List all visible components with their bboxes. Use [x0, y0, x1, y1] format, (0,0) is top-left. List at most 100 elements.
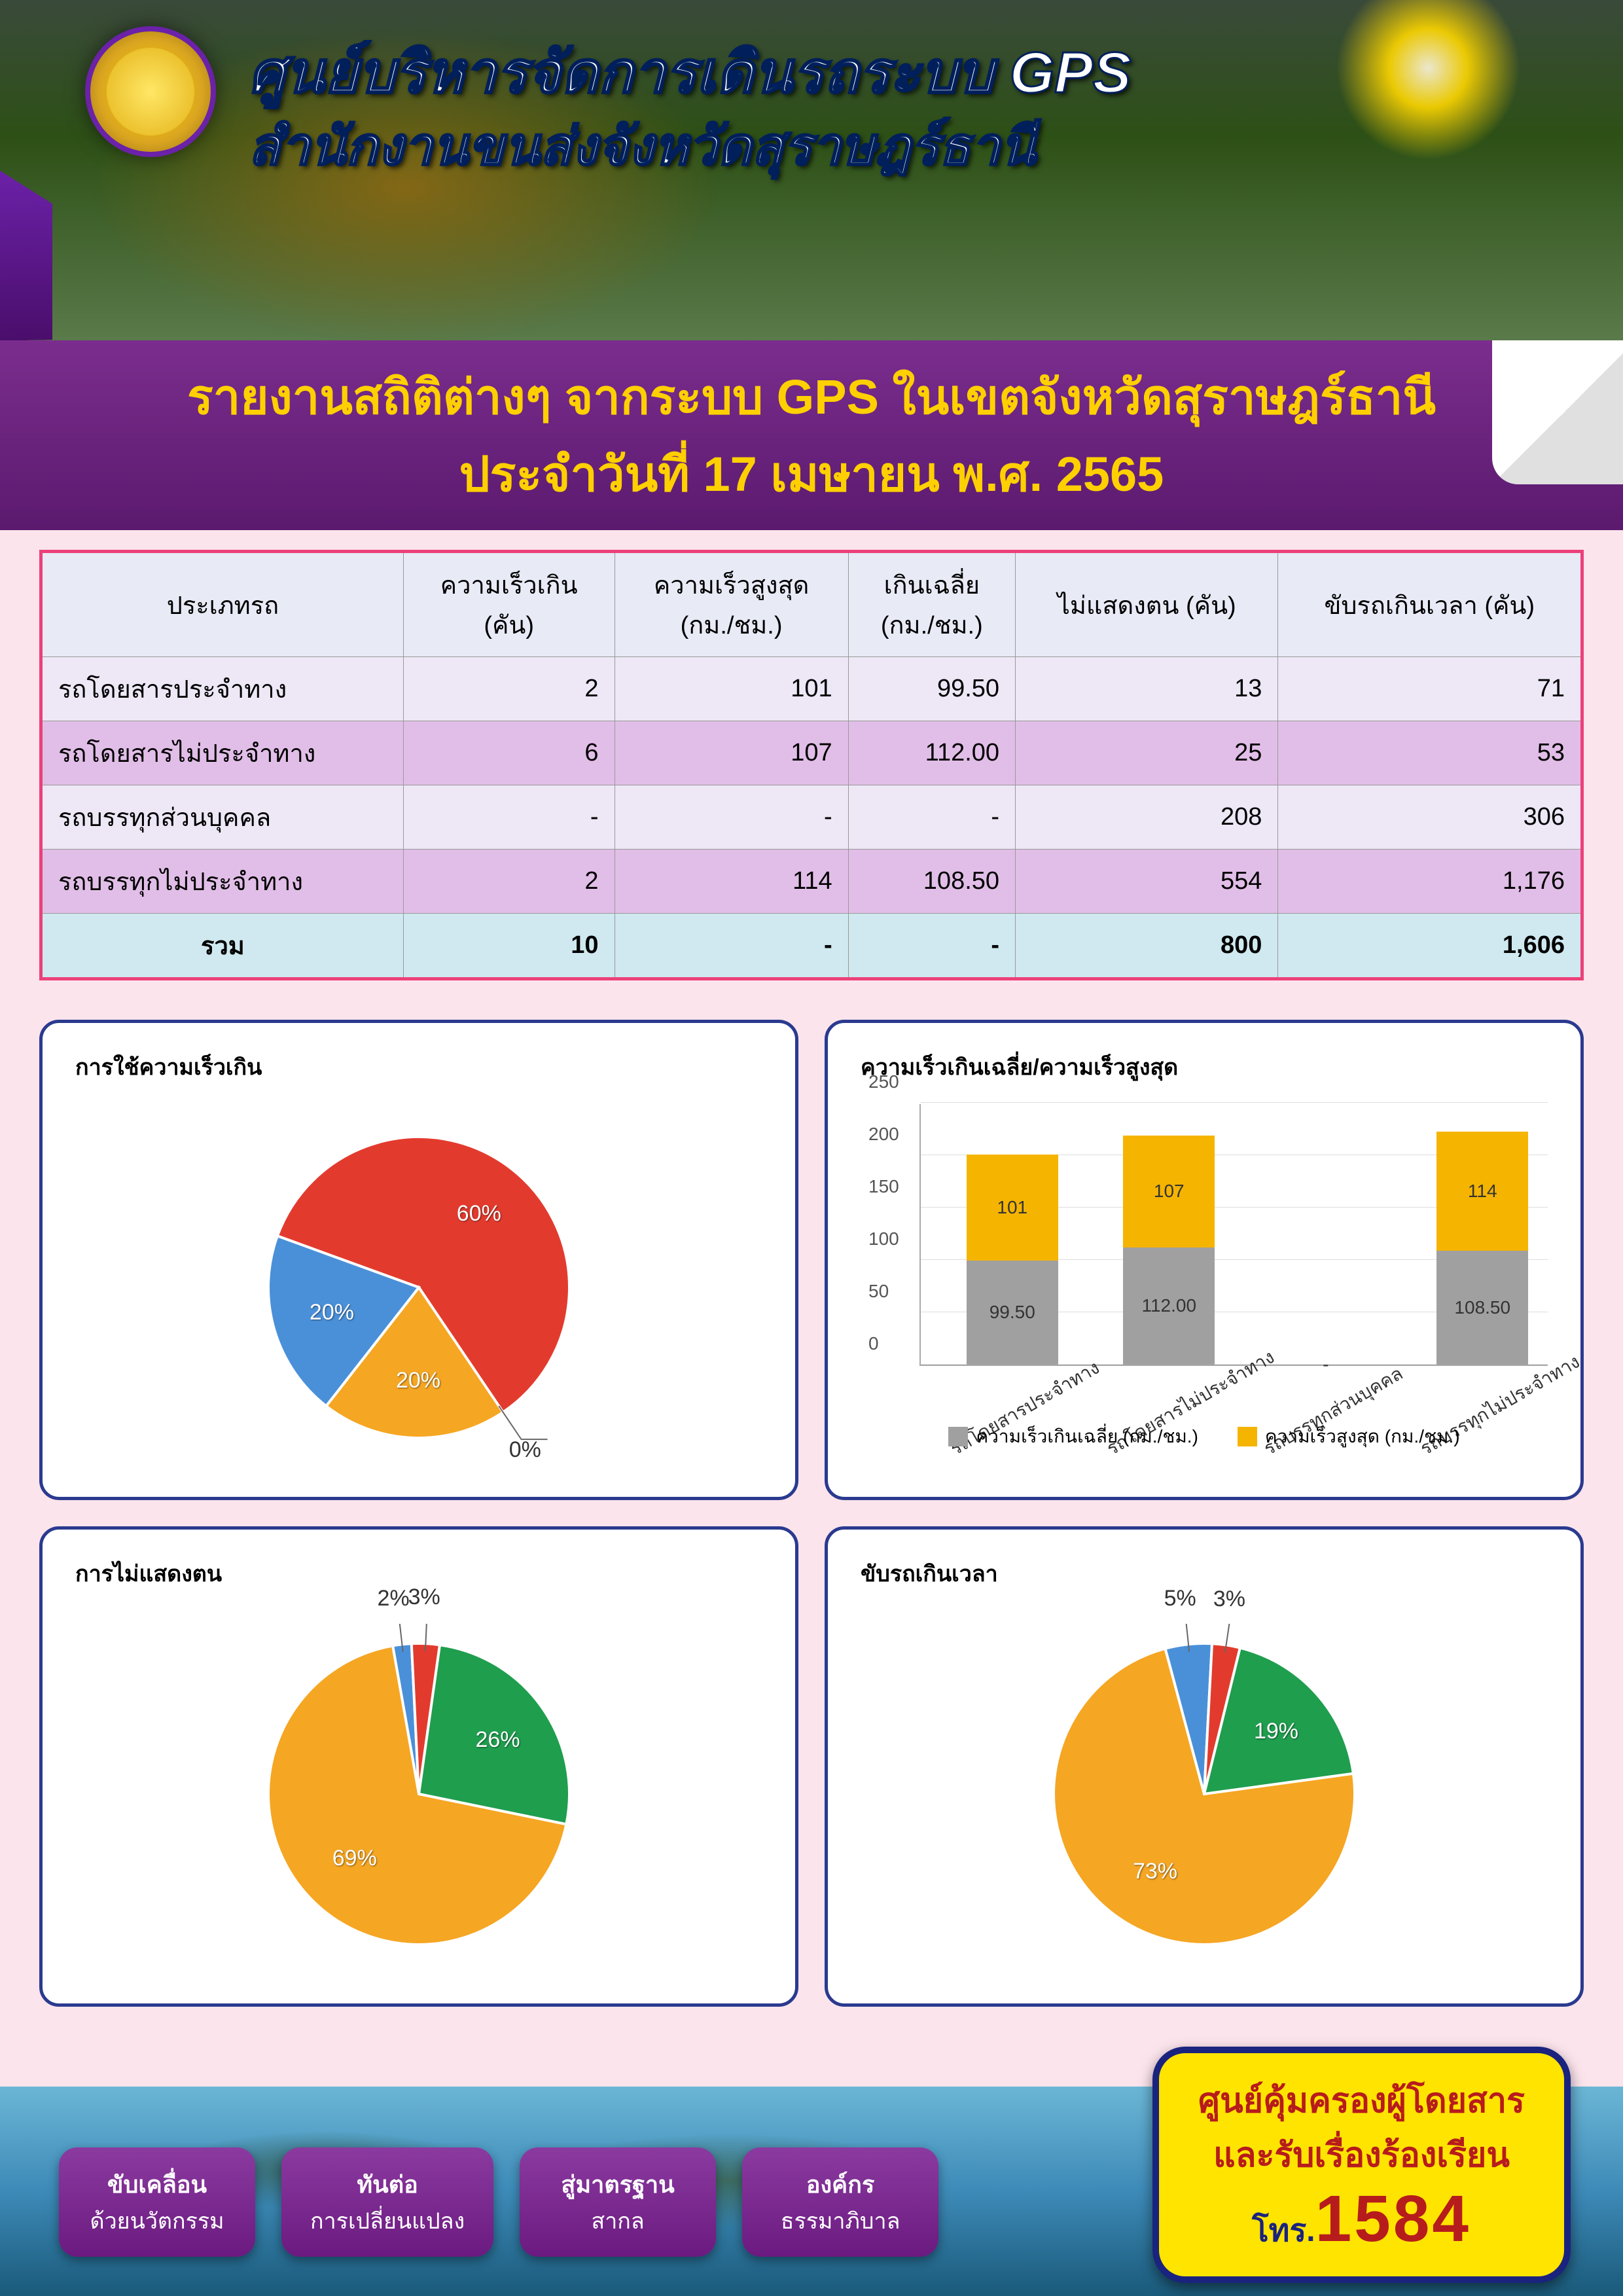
stats-table-wrap: ประเภทรถความเร็วเกิน(คัน)ความเร็วสูงสุด(…: [0, 530, 1623, 1000]
y-tick: 150: [868, 1176, 899, 1197]
table-cell: 208: [1016, 785, 1278, 850]
bar-segment: 114: [1436, 1132, 1528, 1251]
y-tick: 0: [868, 1333, 879, 1354]
table-header: ขับรถเกินเวลา (คัน): [1278, 552, 1582, 657]
chart-speed-bars: ความเร็วเกินเฉลี่ย/ความเร็วสูงสุด 0 50 100…: [825, 1020, 1584, 1500]
table-cell: 13: [1016, 657, 1278, 721]
bar-value-label: 114: [1436, 1181, 1528, 1202]
bar-segment: 112.00: [1123, 1247, 1215, 1365]
bar-value-label: 99.50: [967, 1302, 1058, 1323]
stats-table: ประเภทรถความเร็วเกิน(คัน)ความเร็วสูงสุด(…: [39, 550, 1584, 980]
pie-label: 19%: [1254, 1719, 1298, 1744]
table-cell: 112.00: [848, 721, 1015, 785]
table-header: ความเร็วสูงสุด(กม./ชม.): [615, 552, 848, 657]
table-cell: 554: [1016, 850, 1278, 914]
pill-top: ขับเคลื่อน: [88, 2166, 226, 2203]
hotline-call: โทร.1584: [1198, 2181, 1525, 2257]
pie-svg: [249, 1624, 589, 1964]
table-cell: รถบรรทุกส่วนบุคคล: [41, 785, 404, 850]
pie-label: 26%: [476, 1727, 520, 1753]
slogan-pill: ขับเคลื่อนด้วยนวัตกรรม: [59, 2147, 255, 2257]
legend-swatch: [948, 1427, 968, 1446]
legend-item: ความเร็วสูงสุด (กม./ชม.): [1238, 1422, 1460, 1451]
table-row: รถบรรทุกไม่ประจำทาง2114108.505541,176: [41, 850, 1582, 914]
bar-legend: ความเร็วเกินเฉลี่ย (กม./ชม.) ความเร็วสูงส…: [861, 1422, 1548, 1451]
table-cell: 2: [403, 657, 615, 721]
bar-value-label: -: [1280, 1354, 1372, 1375]
table-cell: 306: [1278, 785, 1582, 850]
table-cell: รถโดยสารประจำทาง: [41, 657, 404, 721]
table-cell: 53: [1278, 721, 1582, 785]
pie-label: 20%: [396, 1368, 440, 1393]
chart-title: การใช้ความเร็วเกิน: [75, 1049, 762, 1085]
legend-label: ความเร็วสูงสุด (กม./ชม.): [1265, 1422, 1460, 1451]
y-tick: 50: [868, 1281, 889, 1302]
table-cell: 114: [615, 850, 848, 914]
bar-segment: 99.50: [967, 1261, 1058, 1365]
bar-value-label: 107: [1123, 1181, 1215, 1202]
pie-label: 20%: [310, 1300, 354, 1325]
legend-swatch: [1238, 1427, 1257, 1446]
table-header: ความเร็วเกิน(คัน): [403, 552, 615, 657]
table-footer-cell: รวม: [41, 914, 404, 979]
table-cell: -: [403, 785, 615, 850]
table-cell: 108.50: [848, 850, 1015, 914]
pill-bot: สากล: [548, 2203, 687, 2238]
table-cell: 99.50: [848, 657, 1015, 721]
slogan-pills: ขับเคลื่อนด้วยนวัตกรรมทันต่อการเปลี่ยนแป…: [59, 2147, 938, 2257]
slogan-pill: สู่มาตรฐานสากล: [520, 2147, 716, 2257]
pie-label: 73%: [1133, 1859, 1177, 1884]
hotline-box: ศูนย์คุ้มครองผู้โดยสาร และรับเรื่องร้องเ…: [1152, 2047, 1571, 2283]
title-main: ศูนย์บริหารจัดการเดินรถระบบ GPS: [249, 26, 1132, 118]
table-header: ประเภทรถ: [41, 552, 404, 657]
table-footer-cell: 800: [1016, 914, 1278, 979]
pill-bot: การเปลี่ยนแปลง: [310, 2203, 465, 2238]
table-footer-cell: 10: [403, 914, 615, 979]
table-cell: 2: [403, 850, 615, 914]
pie-svg: [1034, 1624, 1374, 1964]
table-cell: 6: [403, 721, 615, 785]
table-cell: รถโดยสารไม่ประจำทาง: [41, 721, 404, 785]
bar-value-label: 112.00: [1123, 1295, 1215, 1316]
bar-segment: 107: [1123, 1136, 1215, 1247]
table-row: รถโดยสารไม่ประจำทาง6107112.002553: [41, 721, 1582, 785]
table-cell: 25: [1016, 721, 1278, 785]
slogan-pill: ทันต่อการเปลี่ยนแปลง: [281, 2147, 493, 2257]
table-cell: 71: [1278, 657, 1582, 721]
y-tick: 250: [868, 1071, 899, 1092]
table-cell: -: [848, 785, 1015, 850]
y-tick: 200: [868, 1124, 899, 1145]
y-tick: 100: [868, 1229, 899, 1249]
table-cell: 1,176: [1278, 850, 1582, 914]
bar-value-label: 108.50: [1436, 1297, 1528, 1318]
table-cell: รถบรรทุกไม่ประจำทาง: [41, 850, 404, 914]
chart-title: ขับรถเกินเวลา: [861, 1556, 1548, 1591]
footer-band: ขับเคลื่อนด้วยนวัตกรรมทันต่อการเปลี่ยนแป…: [0, 2087, 1623, 2296]
slogan-pill: องค์กรธรรมาภิบาล: [742, 2147, 938, 2257]
report-heading-band: รายงานสถิติต่างๆ จากระบบ GPS ในเขตจังหวั…: [0, 340, 1623, 530]
table-row: รถโดยสารประจำทาง210199.501371: [41, 657, 1582, 721]
pie-label: 60%: [457, 1201, 501, 1227]
title-sub: สำนักงานขนส่งจังหวัดสุราษฎร์ธานี: [249, 105, 1036, 188]
pill-top: องค์กร: [771, 2166, 910, 2203]
table-cell: -: [615, 785, 848, 850]
table-row: รถบรรทุกส่วนบุคคล---208306: [41, 785, 1582, 850]
bar-segment: 101: [967, 1155, 1058, 1261]
chart-title: ความเร็วเกินเฉลี่ย/ความเร็วสูงสุด: [861, 1049, 1548, 1085]
header-banner: ศูนย์บริหารจัดการเดินรถระบบ GPS สำนักงาน…: [0, 0, 1623, 340]
pie-label: 5%: [1164, 1586, 1196, 1611]
pill-top: ทันต่อ: [310, 2166, 465, 2203]
chart-noid-pie: การไม่แสดงตน 2%3%26%69%: [39, 1526, 798, 2007]
pie-label: 3%: [408, 1585, 440, 1610]
table-cell: 101: [615, 657, 848, 721]
hotline-line2: และรับเรื่องร้องเรียน: [1198, 2127, 1525, 2181]
pie-svg: [249, 1117, 589, 1458]
charts-grid: การใช้ความเร็วเกิน 60%0%20%20% ความเร็วเ…: [0, 1000, 1623, 2026]
table-footer-cell: -: [848, 914, 1015, 979]
report-title-line2: ประจำวันที่ 17 เมษายน พ.ศ. 2565: [39, 435, 1584, 512]
chart-speed-pie: การใช้ความเร็วเกิน 60%0%20%20%: [39, 1020, 798, 1500]
table-footer-cell: 1,606: [1278, 914, 1582, 979]
legend-item: ความเร็วเกินเฉลี่ย (กม./ชม.): [948, 1422, 1198, 1451]
table-header: เกินเฉลี่ย(กม./ชม.): [848, 552, 1015, 657]
agency-logo: [85, 26, 216, 157]
